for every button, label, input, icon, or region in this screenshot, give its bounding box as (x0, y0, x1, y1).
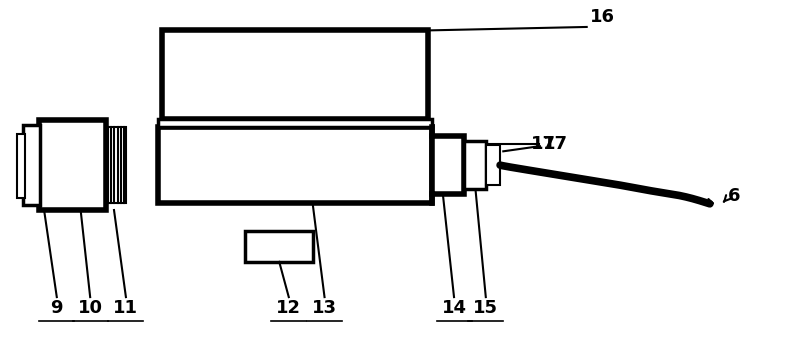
Bar (106, 127, 126, 203)
Text: 10: 10 (78, 299, 102, 318)
Text: 17: 17 (530, 135, 555, 153)
Text: 9: 9 (50, 299, 63, 318)
Bar (38, 120, 106, 210)
Text: 6: 6 (727, 187, 740, 205)
Text: 14: 14 (442, 299, 466, 318)
Text: 15: 15 (474, 299, 498, 318)
Bar (158, 127, 432, 203)
Bar (17, 134, 25, 198)
Bar (245, 231, 313, 262)
Text: 17: 17 (543, 135, 568, 153)
Bar (486, 145, 500, 185)
Bar (162, 31, 428, 119)
Bar (158, 119, 432, 127)
Bar (463, 141, 486, 189)
Bar (432, 136, 463, 194)
Text: 13: 13 (312, 299, 337, 318)
Text: 16: 16 (590, 8, 615, 26)
Text: 12: 12 (276, 299, 302, 318)
Bar (22, 125, 40, 205)
Text: 11: 11 (114, 299, 138, 318)
